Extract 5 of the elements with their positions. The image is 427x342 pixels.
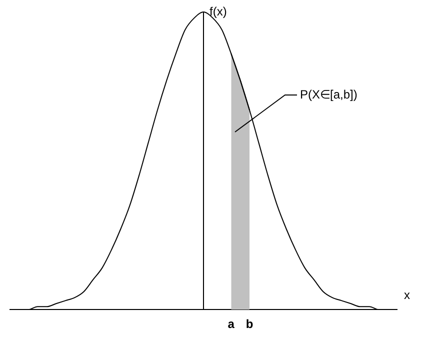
x-axis-title: x xyxy=(404,288,410,302)
y-axis-title: f(x) xyxy=(210,4,227,18)
x-tick-label: b xyxy=(246,317,254,332)
annotation: P(X∈[a,b]) xyxy=(300,87,358,102)
x-tick-label: a xyxy=(228,317,235,332)
